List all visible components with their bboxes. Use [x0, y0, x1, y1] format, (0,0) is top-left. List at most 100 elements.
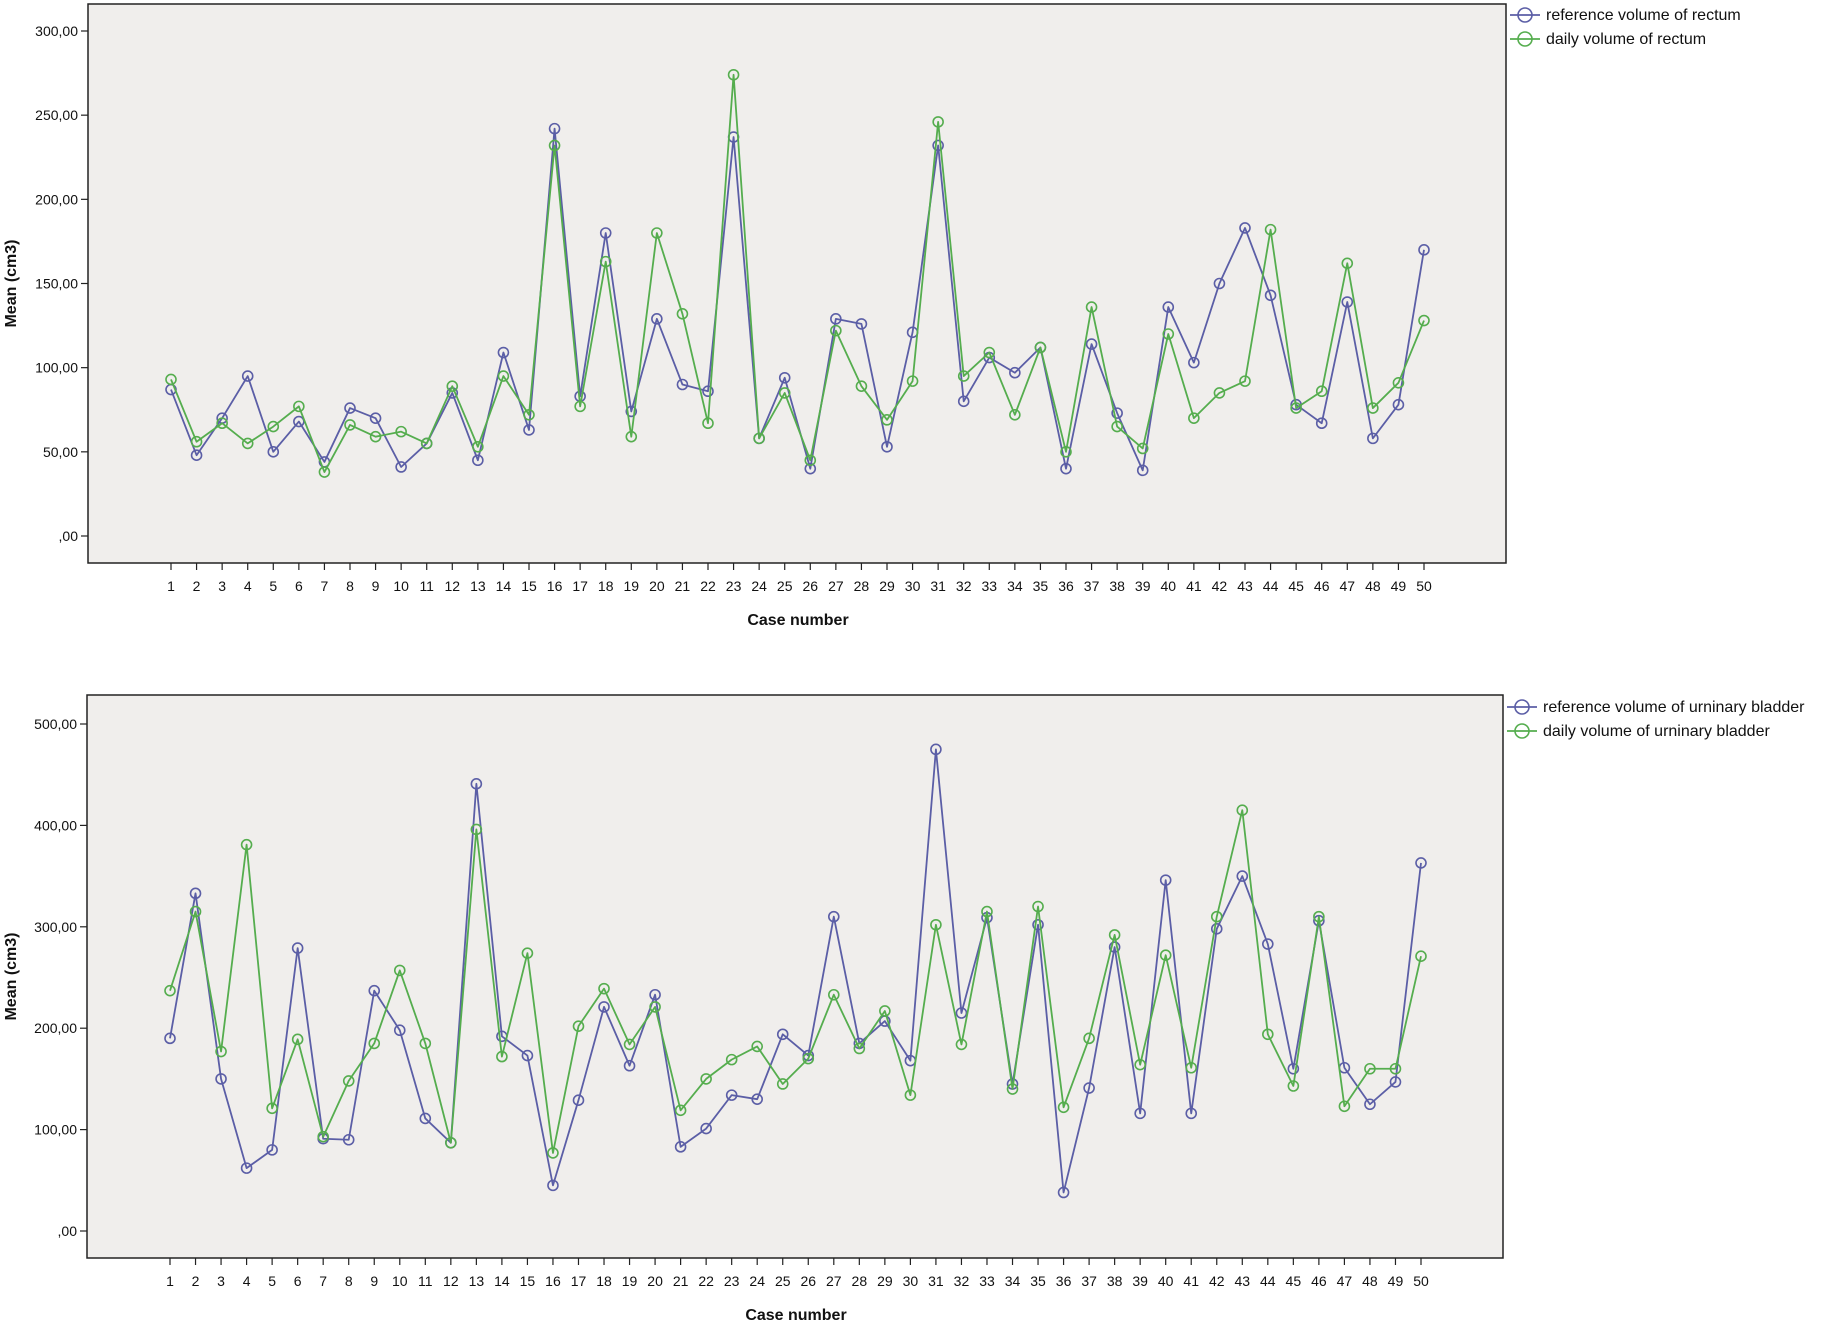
plot-area [86, 694, 1504, 1259]
data-point-daily [369, 430, 382, 443]
x-tick-label: 46 [1314, 578, 1330, 594]
data-point-reference [1185, 1107, 1198, 1120]
x-tick-label: 14 [496, 578, 512, 594]
data-point-reference [548, 122, 561, 135]
x-tick-label: 13 [470, 578, 486, 594]
data-point-daily [1009, 408, 1021, 421]
data-point-reference [649, 988, 661, 1001]
x-tick-label: 7 [321, 578, 329, 594]
x-tick-label: 46 [1311, 1273, 1327, 1289]
x-tick-label: 24 [749, 1273, 765, 1289]
data-point-daily [267, 420, 280, 433]
x-tick-label: 22 [698, 1273, 714, 1289]
data-point-daily [190, 435, 203, 448]
data-point-daily [1290, 402, 1302, 414]
data-point-reference [930, 743, 942, 756]
x-tick-label: 48 [1362, 1273, 1378, 1289]
data-point-daily [317, 1130, 329, 1143]
data-point-reference [1057, 1186, 1070, 1199]
data-point-daily [496, 1050, 508, 1063]
x-tick-label: 27 [828, 578, 844, 594]
x-tick-label: 20 [647, 1273, 663, 1289]
data-point-reference [625, 405, 638, 418]
data-point-reference [521, 1049, 534, 1062]
data-point-reference [190, 449, 203, 462]
x-tick-label: 1 [166, 1273, 174, 1289]
data-point-daily [1213, 387, 1226, 399]
data-point-daily [879, 1005, 891, 1017]
data-point-reference [700, 1122, 712, 1135]
legend-marker [1517, 7, 1533, 23]
data-point-daily [1338, 1100, 1351, 1113]
data-point-reference [470, 778, 483, 790]
data-point-daily [1108, 929, 1121, 941]
x-tick-label: 50 [1416, 578, 1432, 594]
data-point-reference [497, 346, 510, 359]
data-point-daily [1060, 446, 1072, 458]
x-tick-label: 18 [598, 578, 614, 594]
x-tick-label: 29 [879, 578, 895, 594]
data-point-reference [1415, 857, 1427, 869]
y-tick-label: 300,00 [34, 919, 77, 935]
data-point-reference [267, 446, 280, 458]
data-point-daily [599, 255, 612, 268]
x-tick-label: 45 [1286, 1273, 1302, 1289]
x-tick-label: 38 [1107, 1273, 1123, 1289]
data-point-reference [776, 1028, 789, 1041]
data-point-daily [1341, 257, 1354, 270]
data-point-daily [853, 1042, 866, 1055]
data-point-reference [1313, 914, 1325, 927]
data-point-reference [189, 887, 202, 900]
legend-label: daily volume of rectum [1546, 31, 1706, 48]
x-tick-label: 33 [981, 578, 997, 594]
data-point-reference [419, 1112, 432, 1125]
x-tick-label: 39 [1132, 1273, 1148, 1289]
data-point-daily [1134, 1058, 1146, 1071]
data-point-daily [674, 1104, 687, 1117]
data-point-daily [291, 1033, 304, 1046]
data-point-daily [932, 116, 944, 128]
data-point-daily [1392, 377, 1405, 389]
x-tick-label: 9 [372, 578, 380, 594]
data-point-daily [881, 414, 893, 426]
x-tick-label: 14 [494, 1273, 510, 1289]
data-point-reference [674, 1141, 687, 1153]
x-tick-label: 42 [1212, 578, 1228, 594]
legend-marker [1517, 31, 1533, 47]
x-tick-label: 23 [724, 1273, 740, 1289]
data-point-reference [802, 1049, 815, 1062]
data-point-daily [1032, 900, 1044, 913]
data-point-reference [572, 1094, 585, 1106]
data-point-daily [1367, 402, 1379, 414]
data-point-reference [164, 1032, 176, 1045]
x-tick-label: 31 [930, 578, 946, 594]
data-point-reference [1162, 301, 1175, 313]
data-point-daily [420, 437, 433, 450]
x-tick-label: 49 [1391, 578, 1407, 594]
data-point-daily [1239, 375, 1251, 387]
data-point-daily [906, 375, 919, 387]
data-point-daily [1034, 341, 1047, 354]
data-point-daily [548, 139, 561, 152]
data-point-reference [369, 412, 382, 424]
data-point-daily [855, 380, 868, 392]
x-tick-label: 25 [777, 578, 793, 594]
data-point-daily [676, 307, 689, 320]
legend-label: reference volume of urninary bladder [1543, 699, 1805, 716]
data-point-daily [216, 417, 228, 430]
x-tick-label: 10 [392, 1273, 408, 1289]
data-point-reference [1060, 462, 1072, 475]
data-point-daily [830, 324, 842, 337]
data-point-reference [725, 1089, 738, 1101]
data-point-daily [753, 432, 765, 445]
data-point-daily [1418, 314, 1430, 327]
data-point-daily [215, 1045, 227, 1058]
x-tick-label: 1 [167, 578, 175, 594]
y-tick-label: ,00 [59, 528, 79, 544]
data-point-reference [830, 313, 842, 325]
data-point-daily [523, 408, 535, 421]
data-point-daily [623, 1038, 636, 1051]
data-point-daily [776, 1078, 789, 1090]
data-point-daily [472, 440, 484, 453]
